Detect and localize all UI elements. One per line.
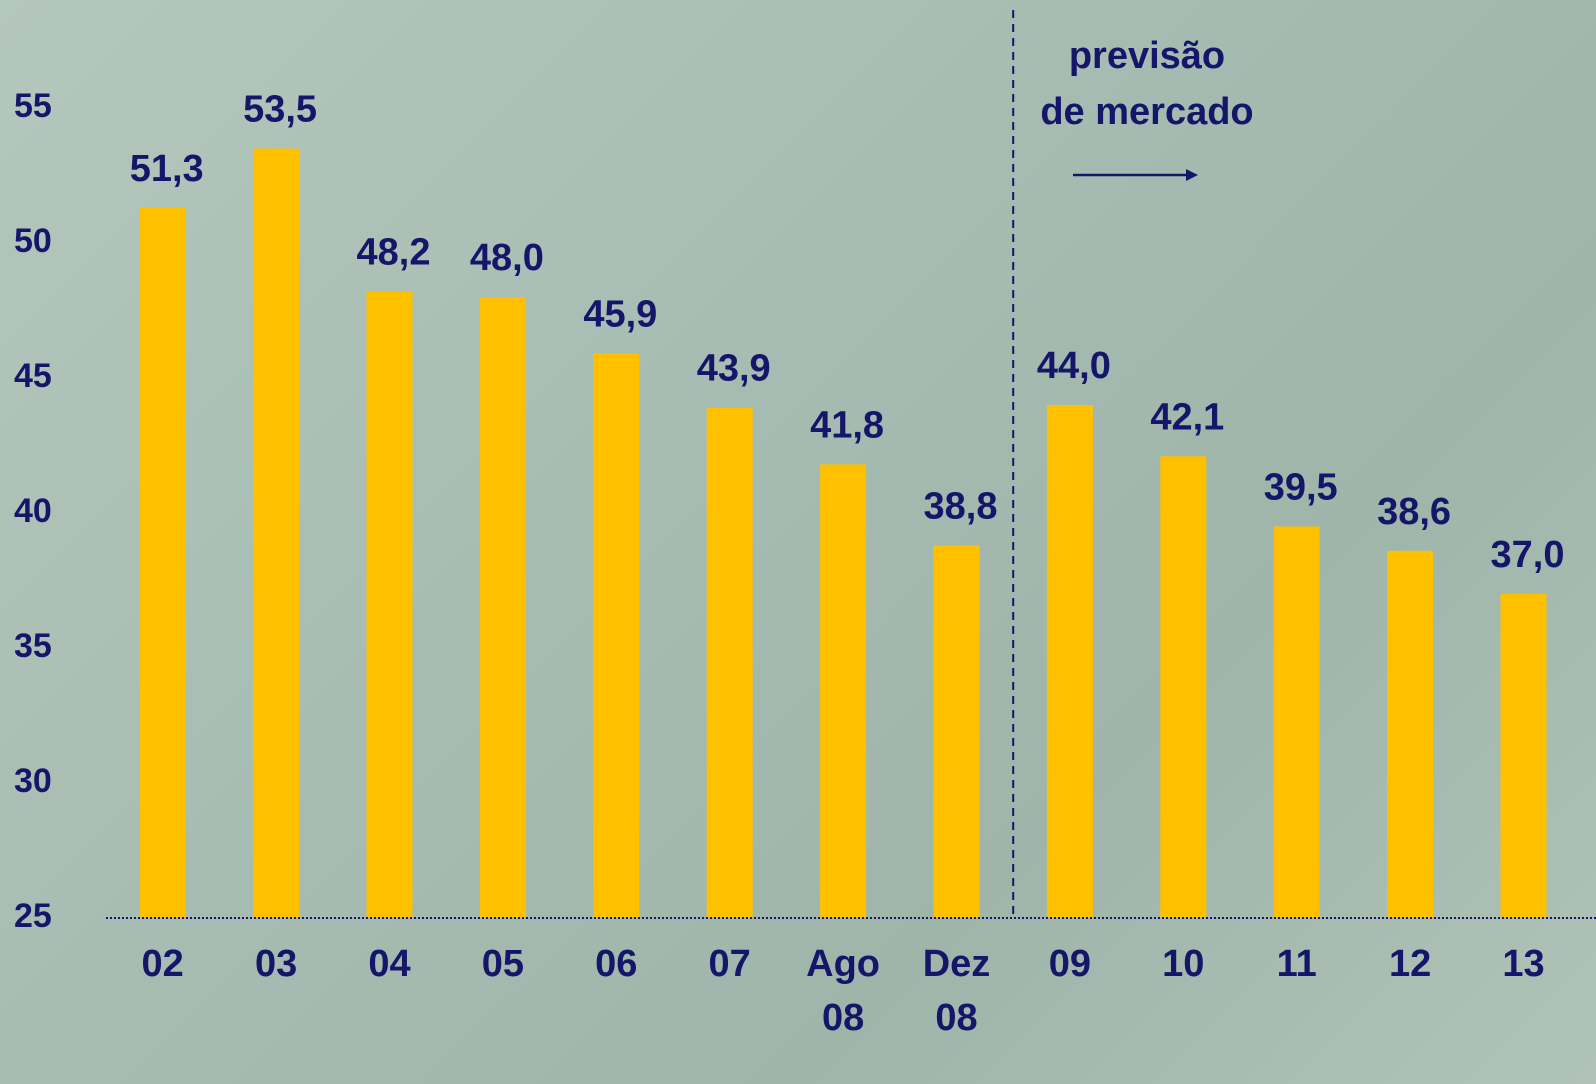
value-label: 51,3 — [130, 148, 204, 190]
value-label: 37,0 — [1491, 534, 1565, 576]
x-tick-label: 12 — [1355, 937, 1465, 991]
y-tick-label: 30 — [14, 762, 52, 800]
value-label: 38,6 — [1377, 491, 1451, 533]
annotation: de mercado — [1040, 91, 1253, 133]
y-tick-label: 45 — [14, 357, 52, 395]
y-tick-label: 50 — [14, 222, 52, 260]
value-label: 39,5 — [1264, 467, 1338, 509]
x-tick-label: 10 — [1128, 937, 1238, 991]
y-tick-label: 25 — [14, 897, 52, 935]
x-tick-label: 09 — [1015, 937, 1125, 991]
x-tick-label: Ago 08 — [788, 937, 898, 1045]
y-tick-label: 35 — [14, 627, 52, 665]
bar — [707, 408, 753, 918]
x-tick-label: 02 — [108, 937, 218, 991]
chart: previsão de mercado 25 30 35 40 45 50 55 51,3 53… — [0, 0, 1596, 1084]
x-tick-label: Dez 08 — [902, 937, 1012, 1045]
bar — [1501, 594, 1547, 918]
bar — [480, 297, 526, 918]
value-label: 38,8 — [924, 485, 998, 527]
bar — [593, 354, 639, 918]
bar — [253, 149, 299, 919]
x-tick-label: 03 — [221, 937, 331, 991]
value-label: 42,1 — [1150, 396, 1224, 438]
x-tick-label: 04 — [335, 937, 445, 991]
bar — [1387, 551, 1433, 918]
x-tick-label: 13 — [1469, 937, 1579, 991]
forecast-arrow-head — [1186, 169, 1198, 181]
bar — [820, 464, 866, 918]
value-label: 48,2 — [357, 232, 431, 274]
x-tick-label: 07 — [675, 937, 785, 991]
value-label: 41,8 — [810, 404, 884, 446]
value-label: 45,9 — [583, 294, 657, 336]
bar — [934, 545, 980, 918]
x-tick-label: 05 — [448, 937, 558, 991]
value-label: 44,0 — [1037, 345, 1111, 387]
bar — [1274, 527, 1320, 919]
y-tick-label: 55 — [14, 87, 52, 125]
y-tick-label: 40 — [14, 492, 52, 530]
x-tick-label: 06 — [561, 937, 671, 991]
bar — [140, 208, 186, 918]
annotation: previsão — [1069, 35, 1225, 77]
value-label: 53,5 — [243, 89, 317, 131]
bar — [367, 292, 413, 918]
value-label: 48,0 — [470, 237, 544, 279]
bar — [1047, 405, 1093, 918]
value-label: 43,9 — [697, 348, 771, 390]
chart-page: previsão de mercado 25 30 35 40 45 50 55 51,3 53… — [0, 0, 1596, 1084]
bar — [1160, 456, 1206, 918]
x-tick-label: 11 — [1242, 937, 1352, 991]
